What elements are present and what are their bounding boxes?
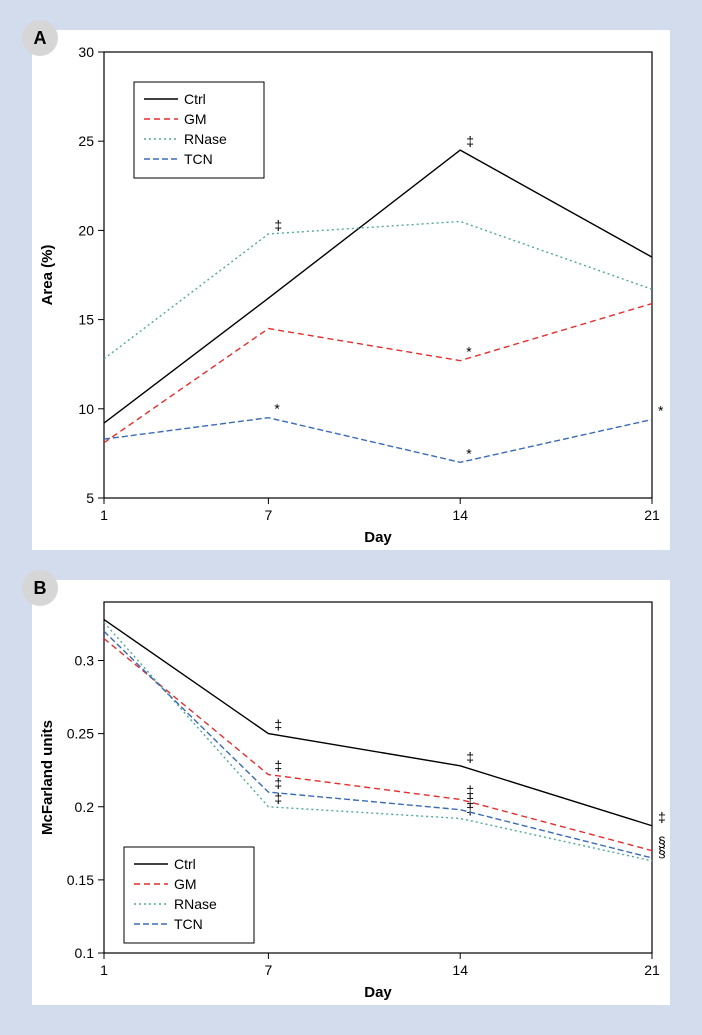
chart-b: 1 7 14 21 0.1 0.15 0.2 0.25 0.3 Day McFarland unit… xyxy=(32,580,670,1005)
panel-a-label: A xyxy=(22,20,58,56)
svg-text:RNase: RNase xyxy=(174,896,217,912)
svg-text:0.3: 0.3 xyxy=(75,653,95,669)
svg-text:TCN: TCN xyxy=(174,916,203,932)
svg-text:McFarland units: McFarland units xyxy=(39,720,56,835)
svg-text:25: 25 xyxy=(78,133,94,149)
svg-text:‡: ‡ xyxy=(466,793,474,809)
svg-text:‡: ‡ xyxy=(274,217,282,233)
svg-text:Day: Day xyxy=(364,529,392,546)
svg-text:‡: ‡ xyxy=(466,749,474,765)
chart-a: 1 7 14 21 5 10 15 20 25 30 Day Area (%) ‡ * ‡ * * * Ctrl GM… xyxy=(32,30,670,550)
svg-text:RNase: RNase xyxy=(184,131,227,147)
svg-text:*: * xyxy=(466,344,472,360)
svg-text:7: 7 xyxy=(265,962,273,978)
svg-text:30: 30 xyxy=(78,44,94,60)
svg-text:‡: ‡ xyxy=(658,809,666,825)
svg-text:14: 14 xyxy=(452,507,468,523)
svg-text:0.15: 0.15 xyxy=(67,872,94,888)
svg-text:Day: Day xyxy=(364,984,392,1001)
panel-b-label: B xyxy=(22,570,58,606)
svg-text:0.1: 0.1 xyxy=(75,945,95,961)
svg-text:0.25: 0.25 xyxy=(67,726,94,742)
svg-text:*: * xyxy=(466,445,472,461)
panel-a: A 17142151015202530DayArea (%)‡*‡***Ctrl… xyxy=(32,30,670,550)
svg-text:§: § xyxy=(658,844,666,860)
svg-text:5: 5 xyxy=(86,490,94,506)
svg-text:14: 14 xyxy=(452,962,468,978)
svg-text:‡: ‡ xyxy=(274,758,282,774)
svg-text:GM: GM xyxy=(174,876,197,892)
svg-text:‡: ‡ xyxy=(274,775,282,791)
svg-text:‡: ‡ xyxy=(466,133,474,149)
svg-text:*: * xyxy=(658,403,664,419)
svg-text:7: 7 xyxy=(265,507,273,523)
svg-text:Ctrl: Ctrl xyxy=(174,856,196,872)
svg-text:TCN: TCN xyxy=(184,151,213,167)
svg-text:1: 1 xyxy=(100,962,108,978)
svg-text:‡: ‡ xyxy=(274,717,282,733)
svg-text:21: 21 xyxy=(644,962,660,978)
svg-text:0.2: 0.2 xyxy=(75,799,95,815)
svg-text:1: 1 xyxy=(100,507,108,523)
page: A 1 7 14 21 5 10 15 20 25 30 Day Area (%) ‡ * ‡ * * * Ctrl… xyxy=(0,0,702,1035)
svg-text:Area (%): Area (%) xyxy=(39,245,56,306)
svg-text:10: 10 xyxy=(78,401,94,417)
svg-text:*: * xyxy=(274,401,280,417)
svg-text:GM: GM xyxy=(184,111,207,127)
svg-text:21: 21 xyxy=(644,507,660,523)
svg-text:Ctrl: Ctrl xyxy=(184,91,206,107)
panel-b: B 1714210.10.150.20.250.3DayMcFarland un… xyxy=(32,580,670,1005)
svg-text:20: 20 xyxy=(78,222,94,238)
svg-text:15: 15 xyxy=(78,312,94,328)
